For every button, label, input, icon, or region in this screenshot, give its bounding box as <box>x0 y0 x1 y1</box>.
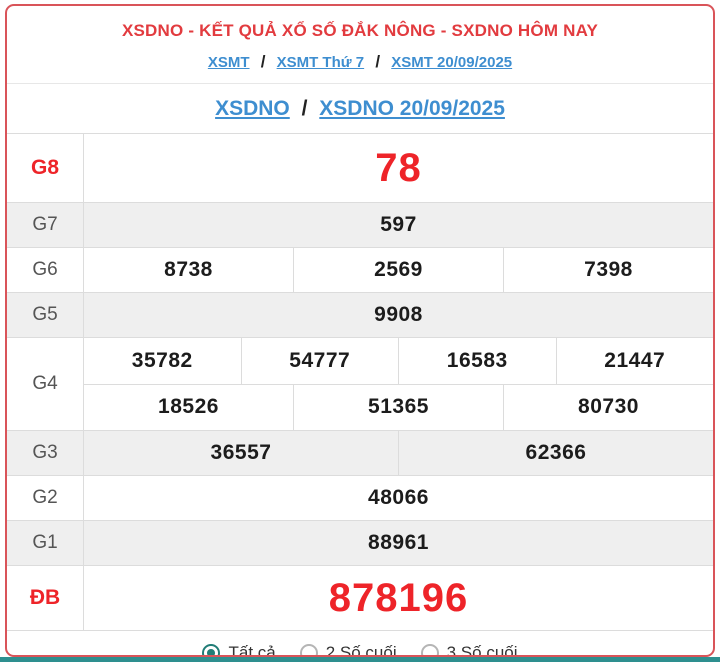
bottom-teal-bar <box>0 657 720 662</box>
radio-label: Tất cả <box>228 643 276 657</box>
prize-label-g6: G6 <box>7 248 84 292</box>
table-row-g5: G5 9908 <box>7 293 713 338</box>
prize-label-g3: G3 <box>7 431 84 475</box>
filter-options: Tất cả 2 Số cuối 3 Số cuối <box>7 631 713 657</box>
table-row-g3: G3 36557 62366 <box>7 431 713 476</box>
radio-option-2-so-cuoi[interactable]: 2 Số cuối <box>299 643 397 657</box>
table-row-g1: G1 88961 <box>7 521 713 566</box>
prize-value-g4-3: 16583 <box>398 338 556 384</box>
prize-label-g1: G1 <box>7 521 84 565</box>
page-title: XSDNO - KẾT QUẢ XỔ SỐ ĐẮK NÔNG - SXDNO H… <box>121 21 599 40</box>
prize-label-g5: G5 <box>7 293 84 337</box>
radio-label: 2 Số cuối <box>325 643 397 657</box>
table-row-db: ĐB 878196 <box>7 566 713 631</box>
breadcrumb-link-xsmt[interactable]: XSMT <box>207 54 250 71</box>
radio-icon <box>420 644 439 655</box>
prize-value-g6-1: 8738 <box>164 258 213 281</box>
prize-value-g8: 78 <box>375 145 422 190</box>
radio-dot-icon <box>207 649 216 655</box>
prize-value-g2: 48066 <box>368 486 429 509</box>
prize-label-db: ĐB <box>7 566 84 630</box>
prize-value-g5: 9908 <box>374 303 423 326</box>
prize-value-g4-2: 54777 <box>240 338 399 384</box>
prize-label-g4: G4 <box>7 338 84 430</box>
breadcrumb-link-xsmt-date[interactable]: XSMT 20/09/2025 <box>391 54 513 71</box>
prize-value-g4-7: 80730 <box>503 384 713 430</box>
prize-value-g4-5: 18526 <box>158 395 219 419</box>
table-row-g2: G2 48066 <box>7 476 713 521</box>
subtitle-link-xsdno[interactable]: XSDNO <box>215 97 290 120</box>
results-table: G8 78 G7 597 G6 8738 2569 7398 <box>7 133 713 631</box>
table-row-g4: G4 35782 54777 16583 21447 18526 51365 8… <box>7 338 713 431</box>
breadcrumb-separator: / <box>375 52 381 71</box>
prize-value-g6-3: 7398 <box>503 248 713 292</box>
table-row-g8: G8 78 <box>7 134 713 203</box>
header-divider <box>7 83 713 84</box>
subtitle-separator: / <box>301 97 308 120</box>
radio-option-tat-ca[interactable]: Tất cả <box>202 643 276 657</box>
lottery-results-card: XSDNO - KẾT QUẢ XỔ SỐ ĐẮK NÔNG - SXDNO H… <box>5 4 715 657</box>
prize-value-db: 878196 <box>328 575 469 620</box>
prize-value-g7: 597 <box>380 213 417 236</box>
prize-value-g4-1: 35782 <box>131 348 193 372</box>
breadcrumb-separator: / <box>260 52 266 71</box>
table-row-g7: G7 597 <box>7 203 713 248</box>
radio-option-3-so-cuoi[interactable]: 3 Số cuối <box>420 643 518 657</box>
prize-value-g3-2: 62366 <box>398 431 713 475</box>
prize-label-g7: G7 <box>7 203 84 247</box>
prize-value-g1: 88961 <box>368 531 429 554</box>
radio-icon <box>299 644 318 655</box>
subtitle-link-xsdno-date[interactable]: XSDNO 20/09/2025 <box>319 97 505 120</box>
prize-value-g3-1: 36557 <box>210 441 272 464</box>
breadcrumb-link-xsmt-thu-7[interactable]: XSMT Thứ 7 <box>276 54 365 71</box>
prize-label-g2: G2 <box>7 476 84 520</box>
prize-value-g4-4: 21447 <box>555 338 714 384</box>
prize-label-g8: G8 <box>7 134 84 202</box>
prize-value-g4-6: 51365 <box>293 384 503 430</box>
table-row-g6: G6 8738 2569 7398 <box>7 248 713 293</box>
subtitle-breadcrumb: XSDNO / XSDNO 20/09/2025 <box>7 84 713 133</box>
prize-value-g6-2: 2569 <box>293 248 503 292</box>
radio-label: 3 Số cuối <box>446 643 518 657</box>
radio-icon <box>202 644 221 655</box>
breadcrumb: XSMT / XSMT Thứ 7 / XSMT 20/09/2025 <box>7 45 713 83</box>
